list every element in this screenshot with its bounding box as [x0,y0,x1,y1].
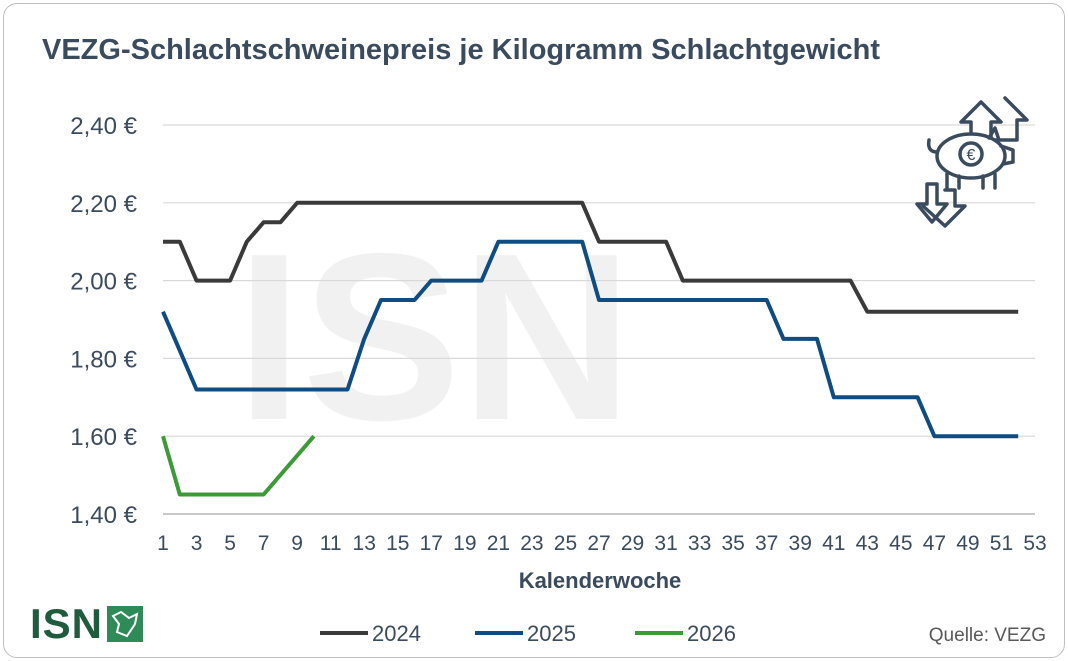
legend-label: 2024 [372,621,421,646]
y-tick-labels: 1,40 € 1,60 € 1,80 € 2,00 € 2,20 € 2,40 € [70,113,137,529]
x-tick-label: 31 [654,532,677,555]
x-tick-label: 47 [923,532,946,555]
x-axis-label: Kalenderwoche [519,568,682,593]
arrow-down-icon [915,182,967,228]
x-tick-label: 19 [453,532,476,555]
chart-title: VEZG-Schlachtschweinepreis je Kilogramm … [42,34,881,66]
watermark-text: ISN [236,205,633,470]
legend-label: 2026 [687,621,736,646]
x-tick-label: 49 [956,532,979,555]
isn-logo: ISN [30,600,144,647]
x-tick-label: 43 [856,532,879,555]
legend-item-2026: 2026 [635,621,736,646]
y-tick-label: 2,20 € [70,191,137,218]
logo-text: ISN [30,600,104,647]
x-tick-label: 33 [688,532,711,555]
y-tick-label: 2,40 € [70,113,137,140]
x-tick-label: 25 [554,532,577,555]
x-tick-label: 21 [487,532,510,555]
series-line-2024 [163,200,1019,314]
legend-label: 2025 [527,621,576,646]
y-tick-label: 1,60 € [70,424,137,451]
series-line-2025 [161,239,1019,439]
x-tick-label: 9 [291,532,303,555]
logo-map-icon [107,606,144,642]
source-note: Quelle: VEZG [928,625,1046,646]
y-tick-label: 1,80 € [70,346,137,373]
x-tick-labels: 1 3 5 7 9 11 13 15 17 19 21 23 25 27 29 31 33 35 37 39 41 43 4… [157,532,1047,555]
x-tick-label: 41 [822,532,845,555]
grid-lines [163,124,1035,515]
x-tick-label: 37 [755,532,778,555]
x-tick-label: 15 [386,532,409,555]
y-tick-label: 2,00 € [70,269,137,296]
pig-euro-icon: € [915,96,1029,228]
x-tick-label: 51 [990,532,1013,555]
series-layer [161,200,1019,497]
legend: 2024 2025 2026 [320,621,736,646]
x-tick-label: 35 [721,532,744,555]
x-tick-label: 53 [1023,532,1046,555]
x-tick-label: 5 [224,532,236,555]
pig-icon: € [926,126,1015,190]
legend-item-2024: 2024 [320,621,421,646]
x-tick-label: 1 [157,532,169,555]
chart-frame: VEZG-Schlachtschweinepreis je Kilogramm … [3,3,1065,658]
x-tick-label: 27 [587,532,610,555]
legend-item-2025: 2025 [475,621,576,646]
x-tick-label: 7 [258,532,270,555]
svg-text:€: € [967,147,976,164]
x-tick-label: 17 [420,532,443,555]
x-tick-label: 39 [789,532,812,555]
x-tick-label: 13 [353,532,376,555]
x-tick-label: 3 [191,532,203,555]
series-line-2026 [161,434,316,497]
line-chart: ISN 1,40 € 1,60 € 1,80 € 2,00 € 2,20 € 2,40 €… [70,96,1047,646]
y-tick-label: 1,40 € [70,502,137,529]
x-tick-label: 29 [621,532,644,555]
x-tick-label: 45 [889,532,912,555]
x-tick-label: 11 [320,532,342,555]
x-tick-label: 23 [520,532,543,555]
